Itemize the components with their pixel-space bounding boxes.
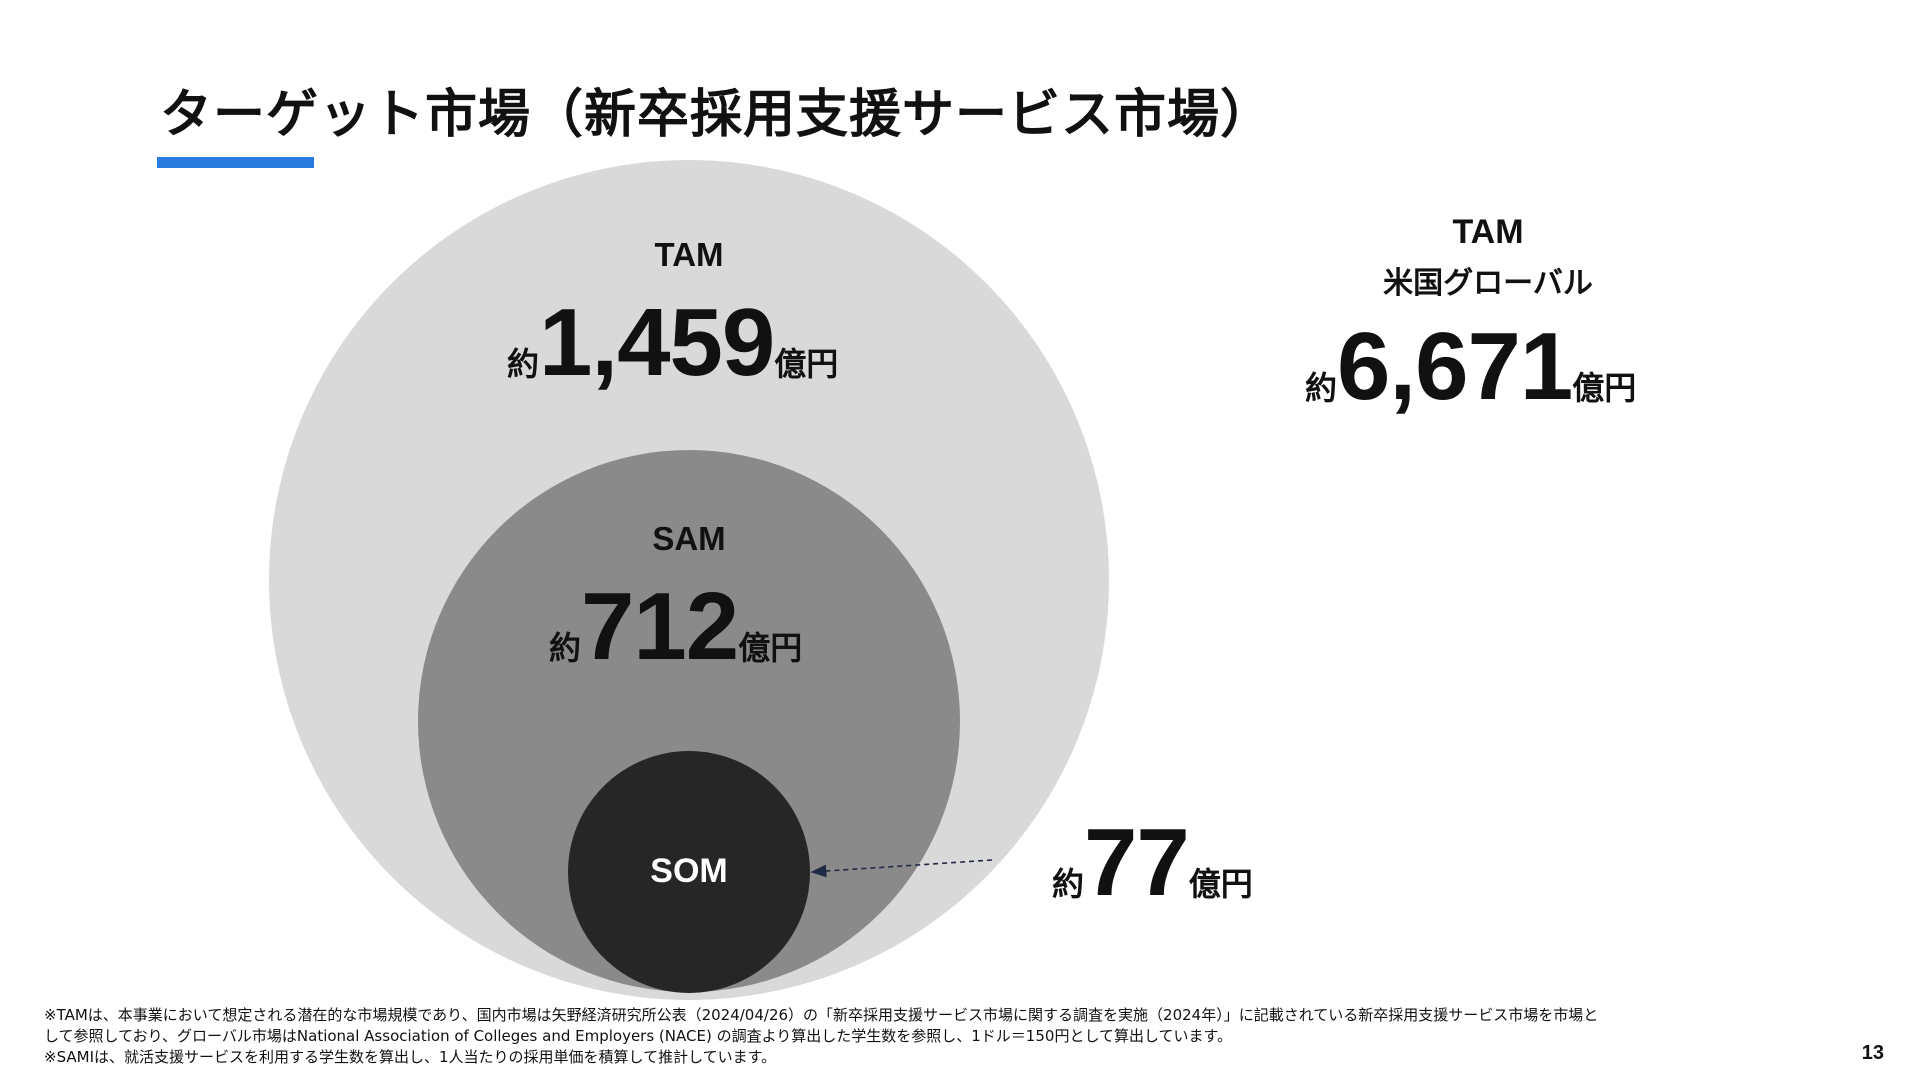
title-underline — [157, 157, 314, 168]
sam-value-group: 約 712 億円 — [549, 572, 802, 682]
tam-value: 1,459 — [539, 289, 775, 396]
som-label: SOM — [650, 852, 728, 890]
global-tam-unit: 億円 — [1572, 369, 1637, 407]
som-circle — [568, 751, 810, 993]
global-tam-label: TAM — [1452, 213, 1524, 251]
som-unit: 億円 — [1188, 865, 1253, 903]
sam-value: 712 — [581, 573, 739, 680]
sam-unit: 億円 — [738, 629, 803, 667]
global-tam-prefix: 約 — [1305, 369, 1338, 407]
page-title: ターゲット市場（新卒採用支援サービス市場） — [160, 85, 1274, 145]
sam-circle — [418, 450, 960, 992]
sam-label: SAM — [652, 520, 726, 557]
page-number: 13 — [1861, 1042, 1884, 1064]
market-size-diagram — [269, 160, 1109, 1000]
som-value-group: 約 77 億円 — [1052, 808, 1253, 918]
som-pointer-arrow — [810, 859, 993, 878]
global-tam-value: 6,671 — [1337, 313, 1573, 420]
tam-value-group: 約 1,459 億円 — [507, 288, 838, 398]
global-tam-sublabel: 米国グローバル — [1383, 266, 1593, 301]
footnote-line: ※SAMIは、就活支援サービスを利用する学生数を算出し、1人当たりの採用単価を積… — [44, 1048, 777, 1066]
footnote-line: ※TAMは、本事業において想定される潜在的な市場規模であり、国内市場は矢野経済研… — [44, 1006, 1599, 1024]
footnote-line: して参照しており、グローバル市場はNational Association of… — [44, 1027, 1233, 1045]
sam-prefix: 約 — [549, 629, 582, 667]
global-tam-value-group: 約 6,671 億円 — [1305, 312, 1636, 422]
footnotes: ※TAMは、本事業において想定される潜在的な市場規模であり、国内市場は矢野経済研… — [44, 1005, 1824, 1068]
som-prefix: 約 — [1052, 865, 1085, 903]
tam-unit: 億円 — [774, 345, 839, 383]
som-value: 77 — [1084, 809, 1190, 916]
tam-label: TAM — [654, 236, 724, 273]
tam-prefix: 約 — [507, 345, 540, 383]
